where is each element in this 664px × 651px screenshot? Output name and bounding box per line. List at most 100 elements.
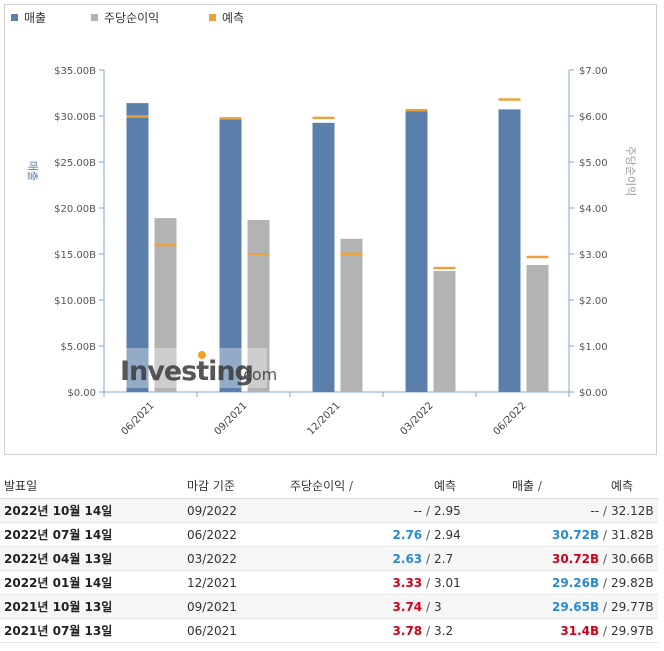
eps-forecast-mark xyxy=(526,255,549,259)
eps-actual-cell: -- / xyxy=(286,498,430,523)
watermark-logo-domain: .com xyxy=(238,365,277,384)
table-row: 2022년 10월 14일 09/2022 -- /2.95 -- /32.12B xyxy=(0,498,658,523)
revenue-actual-cell: -- / xyxy=(508,498,607,523)
legend-swatch-1 xyxy=(11,14,18,21)
period-end: 09/2022 xyxy=(183,498,286,523)
col-header-period[interactable]: 마감 기준 xyxy=(183,473,286,499)
revenue-forecast-mark xyxy=(312,116,335,120)
eps-bar xyxy=(340,238,363,392)
watermark-logo: Investing xyxy=(120,356,253,387)
revenue-bar xyxy=(312,122,335,393)
table-row: 2022년 01월 14일 12/2021 3.33 /3.01 29.26B /29… xyxy=(0,570,658,595)
revenue-actual-cell: 31.4B / xyxy=(508,618,607,643)
revenue-actual: 29.26B xyxy=(552,575,600,590)
col-header-date[interactable]: 발표일 xyxy=(0,473,183,499)
left-tick-label: $0.00 xyxy=(67,388,96,399)
revenue-separator: / xyxy=(599,575,607,590)
revenue-bar xyxy=(498,109,521,392)
announce-date: 2021년 10월 13일 xyxy=(0,594,183,619)
right-tick-label: $7.00 xyxy=(579,66,608,77)
revenue-forecast: 30.66B xyxy=(607,546,658,571)
eps-actual: 2.63 xyxy=(392,551,423,566)
revenue-forecast: 29.82B xyxy=(607,570,658,595)
announce-date: 2022년 04월 13일 xyxy=(0,546,183,571)
eps-forecast-mark xyxy=(154,243,177,247)
legend-label-3: 예측 xyxy=(222,11,244,25)
right-tick-label: $2.00 xyxy=(579,296,608,307)
revenue-separator: / xyxy=(599,503,607,518)
left-axis-title: 매출 xyxy=(26,161,39,181)
earnings-chart: 매출 주당순이익 예측$0.00$5.00B$10.00B$15.00B$20.00… xyxy=(11,11,637,437)
announce-date: 2021년 07월 13일 xyxy=(0,618,183,643)
left-tick-label: $5.00B xyxy=(61,342,97,353)
table-row: 2022년 07월 14일 06/2022 2.76 /2.94 30.72B /31… xyxy=(0,522,658,547)
eps-actual: 3.33 xyxy=(392,575,423,590)
eps-forecast-mark xyxy=(340,252,363,256)
period-end: 12/2021 xyxy=(183,570,286,595)
earnings-table-body: 2022년 10월 14일 09/2022 -- /2.95 -- /32.12B 20… xyxy=(0,498,658,643)
col-header-revenue[interactable]: 매출 / xyxy=(508,473,607,499)
revenue-actual-cell: 30.72B / xyxy=(508,546,607,571)
revenue-separator: / xyxy=(599,551,607,566)
eps-actual-cell: 3.33 / xyxy=(286,570,430,595)
left-tick-label: $20.00B xyxy=(54,204,96,215)
eps-bar xyxy=(433,271,456,392)
revenue-actual: 30.72B xyxy=(552,551,600,566)
period-end: 03/2022 xyxy=(183,546,286,571)
revenue-actual: 30.72B xyxy=(552,527,600,542)
period-end: 06/2021 xyxy=(183,618,286,643)
eps-forecast: 2.94 xyxy=(430,522,508,547)
x-tick-label: 09/2021 xyxy=(212,400,249,437)
eps-forecast-mark xyxy=(247,253,270,256)
revenue-bar xyxy=(219,119,242,392)
eps-bar xyxy=(526,265,549,392)
revenue-forecast: 31.82B xyxy=(607,522,658,547)
eps-bar xyxy=(154,218,177,392)
announce-date: 2022년 07월 14일 xyxy=(0,522,183,547)
revenue-forecast-mark xyxy=(126,115,149,118)
revenue-separator: / xyxy=(599,623,607,638)
x-tick-label: 06/2022 xyxy=(491,400,528,437)
revenue-actual-cell: 30.72B / xyxy=(508,522,607,547)
eps-separator: / xyxy=(422,623,430,638)
eps-forecast: 3.01 xyxy=(430,570,508,595)
eps-forecast: 2.7 xyxy=(430,546,508,571)
revenue-forecast-mark xyxy=(498,98,521,101)
eps-actual-cell: 2.76 / xyxy=(286,522,430,547)
eps-forecast: 3.2 xyxy=(430,618,508,643)
table-row: 2022년 04월 13일 03/2022 2.63 /2.7 30.72B /30.… xyxy=(0,546,658,571)
col-header-revenue-forecast[interactable]: 예측 xyxy=(607,473,658,499)
x-tick-label: 03/2022 xyxy=(398,400,435,437)
revenue-bar xyxy=(126,103,149,393)
table-row: 2021년 10월 13일 09/2021 3.74 /3 29.65B /29.77… xyxy=(0,594,658,619)
watermark-logo-dot xyxy=(198,351,206,359)
eps-separator: / xyxy=(422,575,430,590)
eps-actual-cell: 3.78 / xyxy=(286,618,430,643)
legend-label-1: 매출 xyxy=(24,11,46,25)
right-tick-label: $0.00 xyxy=(579,388,608,399)
right-tick-label: $6.00 xyxy=(579,112,608,123)
revenue-forecast-mark xyxy=(405,108,428,112)
earnings-table: 발표일 마감 기준 주당순이익 / 예측 매출 / 예측 2022년 10월 1… xyxy=(0,473,658,643)
eps-actual-cell: 2.63 / xyxy=(286,546,430,571)
revenue-forecast: 29.97B xyxy=(607,618,658,643)
eps-actual: 3.74 xyxy=(392,599,423,614)
col-header-eps-separator: / xyxy=(349,479,354,493)
left-tick-label: $25.00B xyxy=(54,158,96,169)
col-header-revenue-label: 매출 xyxy=(512,479,535,493)
announce-date: 2022년 01월 14일 xyxy=(0,570,183,595)
earnings-chart-panel: 매출 주당순이익 예측 $0.00 $5.00B $10.00B $15.00B $20.00… xyxy=(4,4,657,455)
left-tick-label: $10.00B xyxy=(54,296,96,307)
col-header-eps-forecast[interactable]: 예측 xyxy=(430,473,508,499)
left-tick-label: $35.00B xyxy=(54,66,96,77)
eps-actual: 2.76 xyxy=(392,527,423,542)
revenue-actual: 29.65B xyxy=(552,599,600,614)
table-row: 2021년 07월 13일 06/2021 3.78 /3.2 31.4B /29.9… xyxy=(0,618,658,643)
period-end: 09/2021 xyxy=(183,594,286,619)
col-header-eps[interactable]: 주당순이익 / xyxy=(286,473,430,499)
revenue-forecast-mark xyxy=(219,117,242,120)
legend-swatch-2 xyxy=(91,14,98,21)
revenue-separator: / xyxy=(599,599,607,614)
x-tick-label: 06/2021 xyxy=(119,400,156,437)
eps-separator: / xyxy=(422,599,430,614)
